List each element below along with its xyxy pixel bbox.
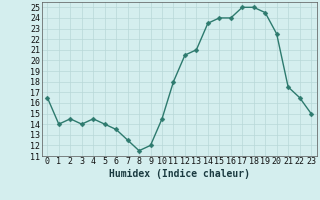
- X-axis label: Humidex (Indice chaleur): Humidex (Indice chaleur): [109, 169, 250, 179]
